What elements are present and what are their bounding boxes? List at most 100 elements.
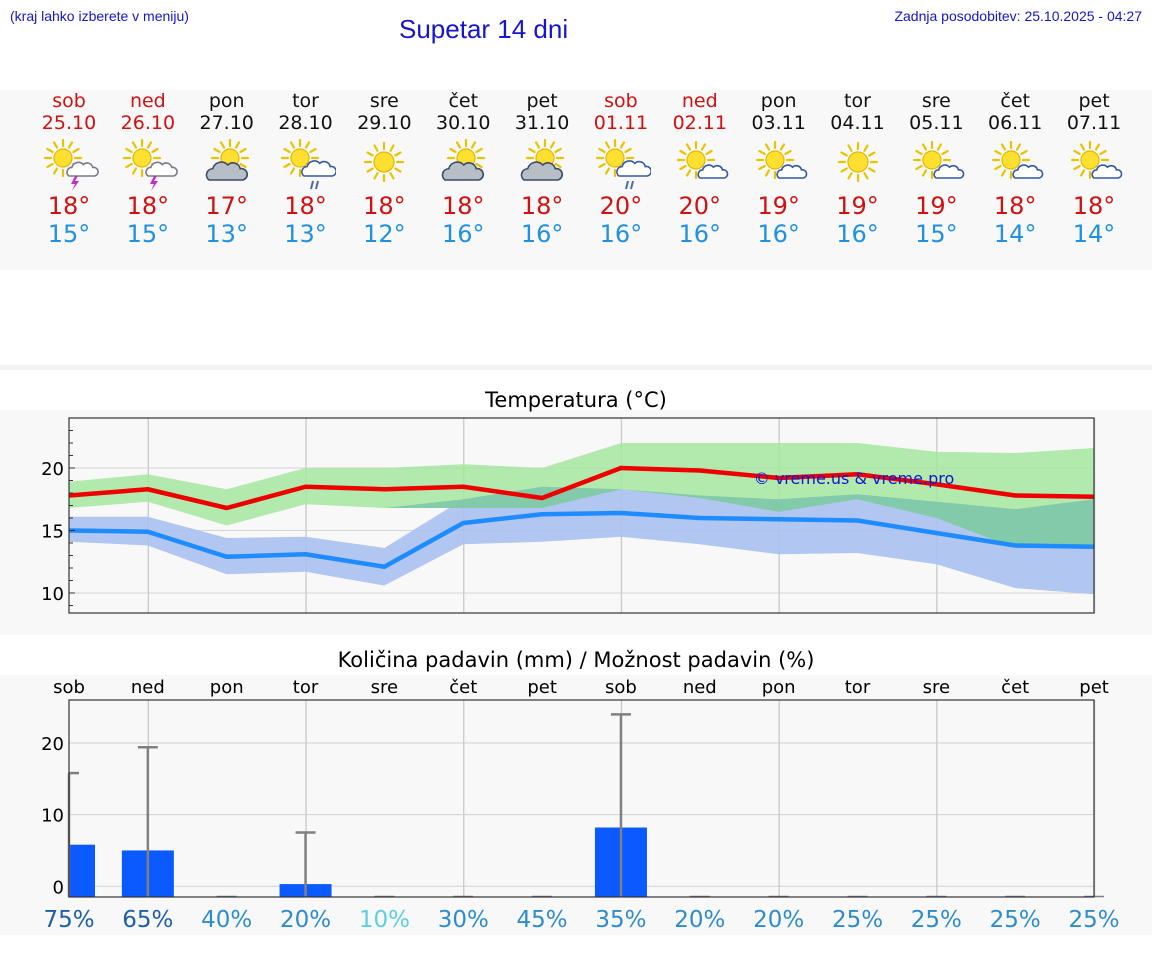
precipitation-probability-label: 10% — [359, 907, 410, 933]
forecast-day: čet 30.10 18° 16° — [423, 90, 503, 248]
forecast-day: ned 26.10 18° 15° — [108, 90, 188, 248]
precipitation-x-label: tor — [293, 677, 319, 698]
forecast-weekday: pon — [208, 90, 245, 112]
precipitation-probability-label: 20% — [753, 907, 804, 933]
forecast-high: 19° — [915, 192, 958, 220]
forecast-low: 16° — [520, 220, 564, 248]
forecast-weekday: čet — [1000, 90, 1030, 112]
temperature-chart-title: Temperatura (°C) — [485, 388, 667, 412]
forecast-date: 26.10 — [120, 112, 176, 134]
precipitation-x-label: pet — [527, 677, 557, 698]
forecast-date: 02.11 — [672, 112, 727, 134]
temperature-y-tick-label: 10 — [41, 584, 64, 605]
sun-icon — [364, 141, 405, 183]
precipitation-probability-label: 25% — [990, 907, 1041, 933]
forecast-high: 19° — [836, 192, 879, 220]
forecast-high: 18° — [520, 192, 564, 220]
forecast-weekday: pet — [526, 90, 558, 112]
forecast-high: 19° — [757, 192, 800, 220]
precipitation-probability-label: 40% — [201, 907, 252, 933]
location-hint: (kraj lahko izberete v meniju) — [10, 8, 189, 24]
sun-cloud-thunder-icon — [43, 138, 99, 191]
forecast-high: 18° — [993, 192, 1037, 220]
forecast-day: sre 29.10 18° 12° — [344, 90, 424, 248]
sun-small-cloud-icon — [1070, 140, 1123, 180]
forecast-low: 16° — [599, 220, 643, 248]
forecast-high: 18° — [441, 192, 485, 220]
precipitation-probability-label: 20% — [280, 907, 331, 933]
sun-icon — [837, 141, 878, 183]
precipitation-chart-title: Količina padavin (mm) / Možnost padavin … — [337, 648, 815, 672]
forecast-date: 27.10 — [199, 112, 254, 134]
forecast-strip: sob 25.10 18° 15° ned 26.10 18° 15° pon 27.10 17° 1… — [0, 90, 1152, 270]
temperature-y-tick-label: 15 — [41, 522, 64, 543]
forecast-date: 03.11 — [751, 112, 806, 134]
forecast-day: tor 04.11 19° 16° — [818, 90, 898, 248]
watermark-label: © vreme.us & vreme.pro — [754, 469, 955, 488]
forecast-day: pet 07.11 18° 14° — [1054, 90, 1134, 248]
forecast-high: 18° — [284, 192, 327, 220]
tmin-line — [68, 510, 1095, 569]
forecast-low: 16° — [441, 220, 485, 248]
precipitation-probability-label: 30% — [438, 907, 489, 933]
precipitation-bar — [69, 844, 95, 897]
range-overlap-band — [69, 486, 1095, 548]
forecast-day: sre 05.11 19° 15° — [896, 90, 976, 248]
forecast-day: pet 31.10 18° 16° — [502, 90, 582, 248]
precipitation-plot-frame — [68, 699, 1095, 898]
forecast-date: 01.11 — [593, 112, 649, 134]
precipitation-x-label: sob — [605, 677, 637, 698]
forecast-high: 20° — [678, 192, 722, 220]
precipitation-x-label: pon — [762, 677, 796, 698]
last-update: Zadnja posodobitev: 25.10.2025 - 04:27 — [894, 8, 1142, 24]
forecast-date: 05.11 — [909, 112, 964, 134]
page-title: Supetar 14 dni — [399, 14, 569, 44]
precipitation-probability-label: 25% — [911, 907, 962, 933]
forecast-high: 17° — [205, 192, 248, 220]
forecast-date: 28.10 — [278, 112, 333, 134]
precipitation-y-tick-label: 20 — [41, 734, 64, 755]
forecast-weekday: čet — [448, 90, 479, 112]
forecast-weekday: tor — [844, 90, 871, 112]
forecast-day: sob 25.10 18° 15° — [29, 90, 109, 248]
precipitation-probability-label: 25% — [832, 907, 883, 933]
forecast-date: 29.10 — [357, 112, 412, 134]
forecast-day: sob 01.11 20° 16° — [581, 90, 661, 248]
forecast-date: 07.11 — [1066, 112, 1122, 134]
temperature-chart: 10 15 20 © vreme.us & vreme.pro — [41, 417, 1096, 614]
sun-small-cloud-icon — [913, 140, 965, 180]
precipitation-x-label: pet — [1079, 677, 1109, 698]
precipitation-x-label: pon — [210, 677, 244, 698]
forecast-weekday: sre — [369, 90, 399, 112]
forecast-weekday: tor — [292, 90, 319, 112]
forecast-low: 14° — [993, 220, 1037, 248]
temperature-y-tick-label: 20 — [41, 459, 64, 480]
sun-gray-cloud-icon — [441, 138, 486, 181]
forecast-high: 18° — [363, 192, 406, 220]
temperature-plot-frame — [68, 417, 1095, 614]
precipitation-probability-label: 65% — [122, 907, 173, 933]
precipitation-probability-label: 35% — [595, 907, 646, 933]
sun-small-cloud-icon — [755, 140, 807, 180]
precipitation-y-tick-label: 10 — [41, 806, 64, 827]
forecast-day: pon 03.11 19° 16° — [739, 90, 819, 248]
precipitation-probability-label: 45% — [517, 907, 568, 933]
forecast-low: 15° — [47, 220, 91, 248]
sun-cloud-rain-icon — [280, 138, 336, 190]
forecast-date: 04.11 — [830, 112, 885, 134]
precipitation-y-tick-label: 0 — [53, 877, 64, 898]
forecast-day: čet 06.11 18° 14° — [975, 90, 1055, 248]
forecast-low: 12° — [363, 220, 406, 248]
forecast-weekday: sob — [52, 90, 86, 112]
forecast-low: 16° — [678, 220, 722, 248]
precipitation-probability-label: 75% — [43, 907, 94, 933]
sun-gray-cloud-icon — [520, 138, 565, 181]
forecast-high: 18° — [126, 192, 170, 220]
forecast-high: 18° — [47, 192, 91, 220]
forecast-date: 31.10 — [514, 112, 570, 134]
forecast-weekday: pet — [1078, 90, 1110, 112]
precipitation-x-label: čet — [1001, 677, 1029, 698]
forecast-low: 13° — [284, 220, 327, 248]
precipitation-x-label: sre — [371, 677, 398, 698]
sun-small-cloud-icon — [676, 140, 729, 180]
